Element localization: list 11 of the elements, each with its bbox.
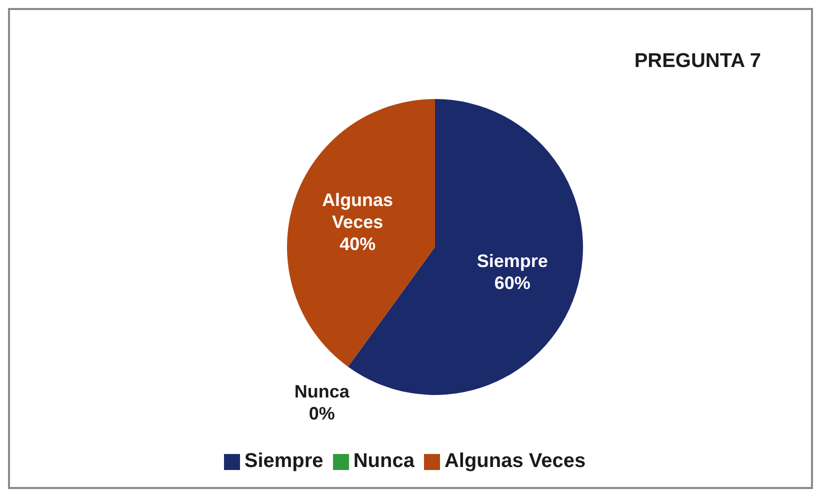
- category-label: Nunca: [294, 382, 350, 402]
- legend-label: Nunca: [353, 450, 414, 472]
- legend-label: Algunas Veces: [444, 450, 586, 472]
- text: PREGUNTA 7: [634, 50, 761, 73]
- legend-label: Siempre: [244, 450, 324, 472]
- text: 0%: [308, 404, 335, 424]
- data-label: 60%: [494, 273, 530, 294]
- data-label: 40%: [340, 234, 376, 254]
- slice-label: Algunas Veces: [322, 190, 394, 232]
- slice-label: Siempre: [476, 251, 548, 272]
- pie-slice: [287, 99, 435, 367]
